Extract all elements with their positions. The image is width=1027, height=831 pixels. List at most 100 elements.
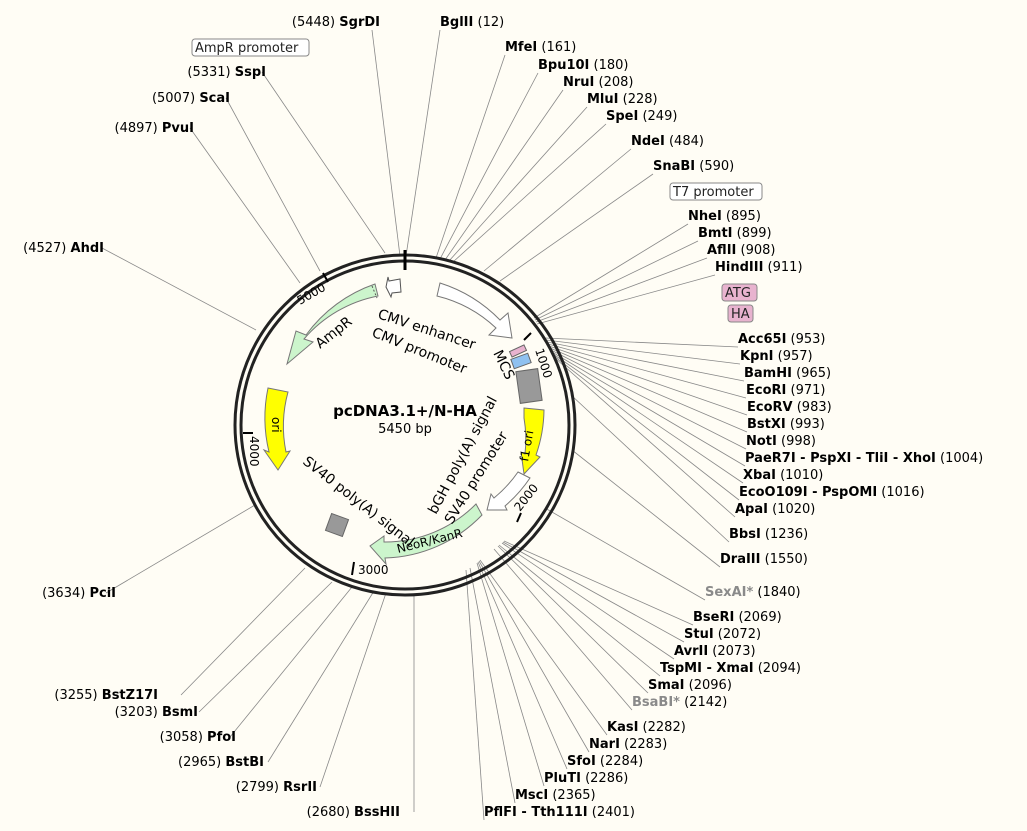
leader-line <box>533 223 689 319</box>
site-position: (908) <box>736 243 775 258</box>
site-position: (1010) <box>776 468 823 483</box>
ampr-promoter-box <box>191 38 310 57</box>
site-position: (12) <box>473 15 504 30</box>
ha-text: HA <box>731 307 750 322</box>
site-position: (5331) <box>187 65 234 80</box>
enzyme-name: BstBI <box>225 755 264 770</box>
restriction-site-label: (5007) ScaI <box>152 91 230 106</box>
enzyme-name: SfoI <box>567 754 596 769</box>
enzyme-name: RsrII <box>283 780 317 795</box>
restriction-site-label: (2799) RsrII <box>236 780 317 795</box>
leader-line <box>477 561 568 770</box>
site-position: (2073) <box>708 644 755 659</box>
enzyme-name: NarI <box>589 737 620 752</box>
site-position: (2072) <box>714 627 761 642</box>
enzyme-name: PfoI <box>207 730 236 745</box>
leader-line <box>570 394 730 543</box>
enzyme-name: BamHI <box>744 366 792 381</box>
enzyme-name: SspI <box>235 65 266 80</box>
site-position: (2094) <box>754 661 801 676</box>
ori-feature <box>262 387 292 471</box>
enzyme-name: EcoO109I - PspOMI <box>739 485 877 500</box>
leader-line <box>550 349 747 450</box>
site-position: (2401) <box>588 805 635 820</box>
leader-lines <box>101 29 748 821</box>
neor-feature <box>369 503 483 566</box>
features <box>262 276 545 566</box>
enzyme-name: NheI <box>688 209 722 224</box>
site-position: (3634) <box>42 586 89 601</box>
plasmid-size: 5450 bp <box>378 422 432 437</box>
enzyme-name: PflFI - Tth111I <box>484 805 588 820</box>
site-position: (3255) <box>54 688 101 703</box>
site-position: (971) <box>786 383 825 398</box>
leader-line <box>229 586 353 738</box>
site-position: (4897) <box>115 121 162 136</box>
leader-line <box>452 123 607 263</box>
plasmid-backbone <box>233 250 577 597</box>
atg-box <box>721 283 758 302</box>
enzyme-name: EcoRI <box>746 383 786 398</box>
atg-text: ATG <box>725 286 751 301</box>
leader-line <box>544 337 739 348</box>
site-position: (2286) <box>581 771 628 786</box>
site-position: (2680) <box>307 805 354 820</box>
enzyme-name: Acc65I <box>738 332 786 347</box>
leader-line <box>548 345 748 416</box>
ha-box <box>727 304 754 323</box>
site-position: (208) <box>594 75 633 90</box>
restriction-site-label: DraIII (1550) <box>720 552 808 567</box>
atg-feature <box>508 344 528 358</box>
site-position: (2365) <box>548 788 595 803</box>
restriction-site-label: SpeI (249) <box>606 109 677 124</box>
restriction-site-label: KpnI (957) <box>740 349 813 364</box>
leader-line <box>554 357 736 518</box>
restriction-site-label: (5331) SspI <box>187 65 266 80</box>
enzyme-name: AhdI <box>71 241 104 256</box>
restriction-site-label: BbsI (1236) <box>729 527 808 542</box>
enzyme-name: HindIII <box>715 260 763 275</box>
leader-line <box>180 567 306 696</box>
leader-line <box>261 71 386 254</box>
restriction-site-label: (3058) PfoI <box>160 730 236 745</box>
leader-line <box>476 562 545 787</box>
site-position: (2096) <box>685 678 732 693</box>
enzyme-name: Bpu10I <box>538 58 589 73</box>
site-position: (2282) <box>638 720 685 735</box>
site-position: (161) <box>537 40 576 55</box>
enzyme-name: BstXI <box>747 417 786 432</box>
restriction-site-label: BstXI (993) <box>747 417 825 432</box>
leader-line <box>189 127 301 284</box>
leader-line <box>502 541 685 643</box>
site-position: (895) <box>722 209 761 224</box>
site-position: (899) <box>733 226 772 241</box>
enzyme-name: BssHII <box>354 805 400 820</box>
enzyme-name: SexAI* <box>705 585 753 600</box>
leader-line <box>105 504 256 594</box>
leader-line <box>225 97 321 272</box>
ampr-feature <box>286 283 379 366</box>
restriction-site-label: EcoO109I - PspOMI (1016) <box>739 485 925 500</box>
site-position: (2799) <box>236 780 283 795</box>
enzyme-name: PluTI <box>544 771 581 786</box>
restriction-site-label: SnaBI (590) <box>653 159 734 174</box>
site-position: (1004) <box>936 451 983 466</box>
leader-line <box>198 581 333 713</box>
leader-line <box>552 353 744 484</box>
site-position: (180) <box>589 58 628 73</box>
enzyme-name: BstZ17I <box>102 688 158 703</box>
enzyme-name: MfeI <box>505 40 537 55</box>
leader-line <box>571 449 721 568</box>
restriction-site-label: (4897) PvuI <box>115 121 194 136</box>
site-position: (5007) <box>152 91 199 106</box>
sv40-polya-label: SV40 poly(A) signal <box>300 454 418 551</box>
leader-line <box>501 542 675 660</box>
restriction-site-label: NruI (208) <box>563 75 633 90</box>
restriction-site-label: KasI (2282) <box>607 720 686 735</box>
restriction-site-label: (3203) BsmI <box>115 705 198 720</box>
leader-line <box>498 544 661 677</box>
site-position: (1016) <box>877 485 924 500</box>
restriction-site-label: EcoRV (983) <box>747 400 832 415</box>
enzyme-name: NruI <box>563 75 594 90</box>
enzyme-name: NotI <box>746 434 777 449</box>
